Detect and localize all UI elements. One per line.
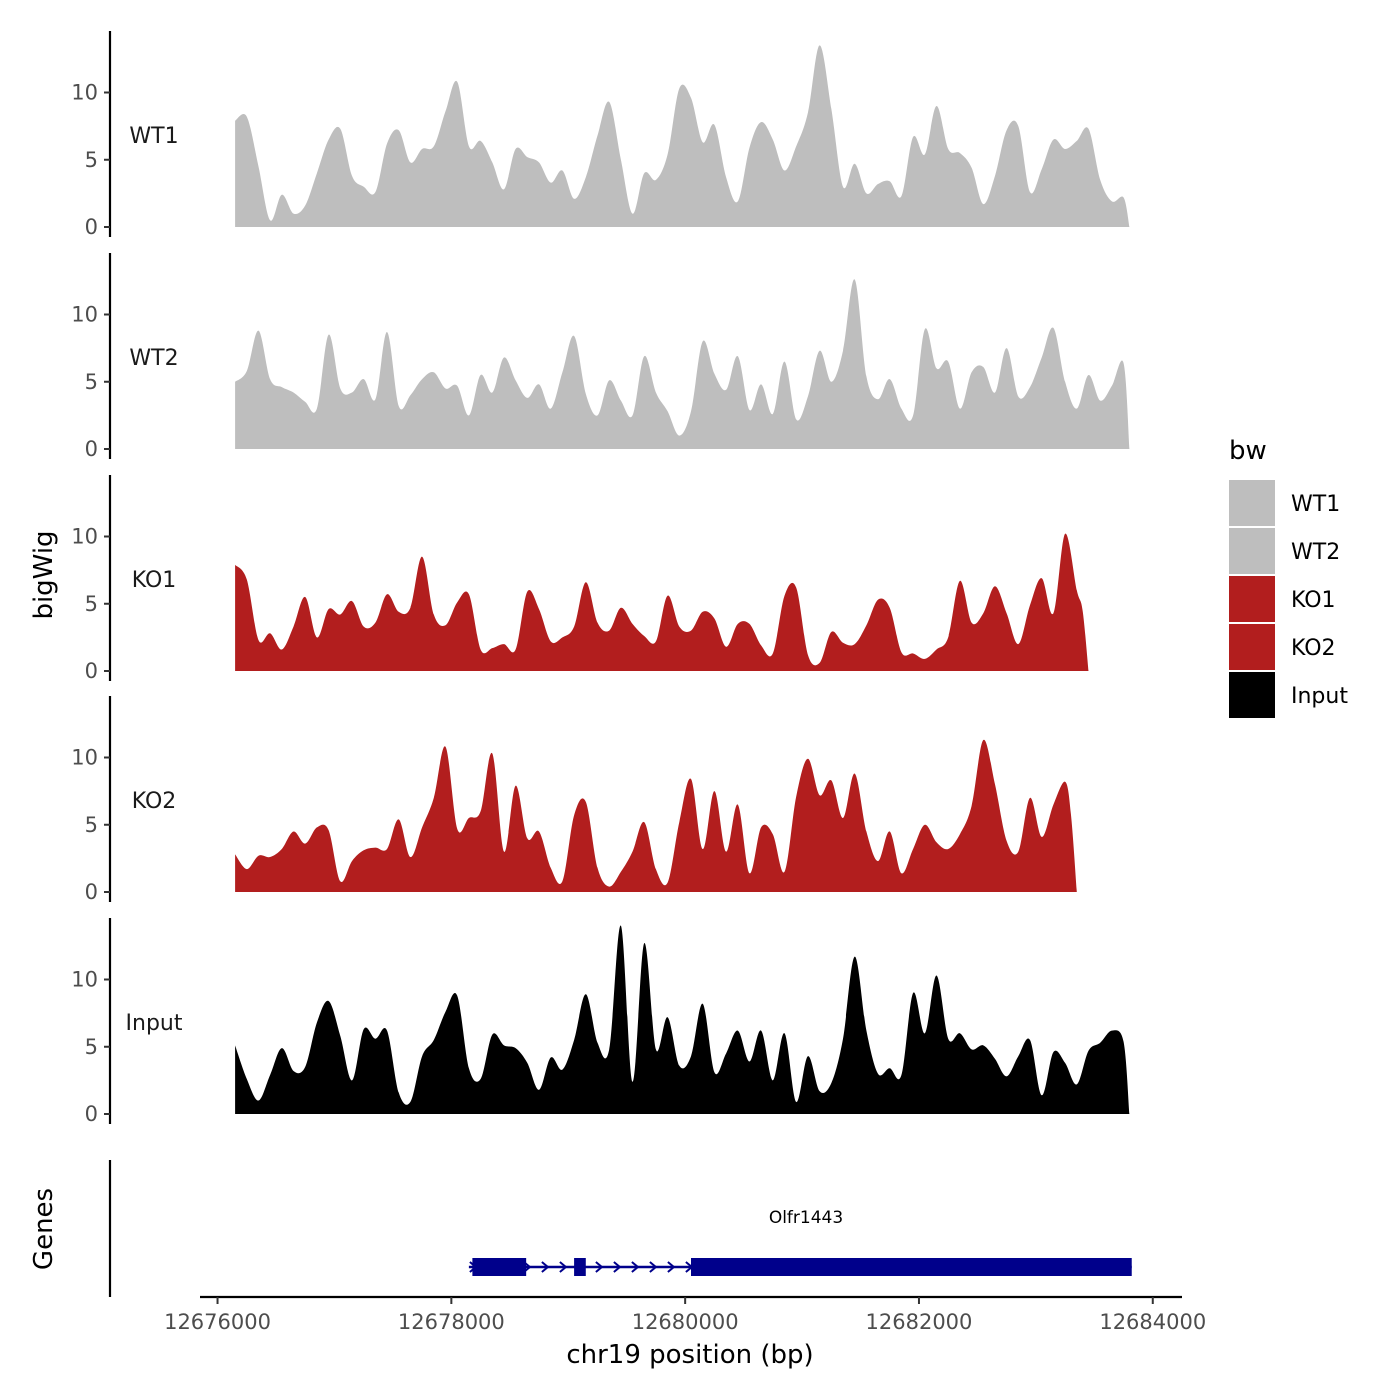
track-panel-ko1: 0 5 10 KO1 [71,475,1089,683]
track-label: Input [126,1011,183,1036]
strand-arrow [559,1261,568,1273]
coverage-area-ko1 [235,533,1089,671]
strand-arrow [631,1261,640,1273]
y-tick-label: 0 [85,1102,98,1126]
legend-swatch [1229,672,1275,718]
coverage-area-wt2 [235,279,1130,449]
x-axis: 12676000 12678000 12680000 12682000 12684000 [164,1295,1206,1334]
gene-exon [472,1258,527,1276]
y-tick-label: 5 [85,370,98,394]
gene-exon [574,1258,586,1276]
coverage-area-ko2 [235,739,1077,892]
y-tick-label: 0 [85,215,98,239]
y-tick-label: 10 [71,746,98,770]
track-panel-input: 0 5 10 Input [71,918,1130,1126]
legend-label: WT1 [1291,492,1340,517]
coverage-tracks: 0 5 10 WT1 0 5 10 WT2 0 5 10 KO1 0 5 10 KO2 0 5 10 Input [71,31,1130,1126]
track-panel-ko2: 0 5 10 KO2 [71,696,1077,904]
coverage-area-input [235,925,1130,1114]
y-tick-label: 10 [71,968,98,992]
strand-arrow [649,1261,658,1273]
legend-title: bw [1229,436,1267,466]
gene-exon [691,1258,1132,1276]
strand-arrow [595,1261,604,1273]
strand-arrow [667,1261,676,1273]
y-tick-label: 5 [85,148,98,172]
gene-track: Olfr1443 [108,1160,1132,1297]
x-axis-title: chr19 position (bp) [566,1340,813,1370]
track-label: WT1 [129,124,178,149]
y-tick-label: 5 [85,592,98,616]
y-tick-label: 5 [85,813,98,837]
track-label: KO2 [132,789,177,814]
legend-swatch [1229,480,1275,526]
y-tick-label: 5 [85,1035,98,1059]
x-tick-label: 12678000 [398,1310,505,1334]
legend-item-input: Input [1229,672,1348,718]
coverage-area-wt1 [235,45,1130,228]
legend-label: KO2 [1291,636,1336,661]
legend-label: Input [1291,684,1348,709]
legend-item-wt2: WT2 [1229,528,1340,574]
y-tick-label: 0 [85,880,98,904]
legend-label: KO1 [1291,588,1336,613]
x-tick-label: 12680000 [632,1310,739,1334]
legend-item-wt1: WT1 [1229,480,1340,526]
track-panel-wt2: 0 5 10 WT2 [71,253,1130,461]
y-axis-title: bigWig [29,530,59,619]
y-tick-label: 10 [71,81,98,105]
track-label: KO1 [132,568,177,593]
legend-label: WT2 [1291,540,1340,565]
legend-item-ko2: KO2 [1229,624,1336,670]
gene-model-olfr1443 [468,1258,1132,1276]
genes-axis-title: Genes [29,1188,59,1270]
track-panel-wt1: 0 5 10 WT1 [71,31,1130,239]
legend-swatch [1229,624,1275,670]
x-tick-label: 12682000 [866,1310,973,1334]
track-label: WT2 [129,346,178,371]
gene-label: Olfr1443 [769,1208,843,1228]
y-tick-label: 0 [85,437,98,461]
legend-swatch [1229,576,1275,622]
y-tick-label: 10 [71,525,98,549]
strand-arrow [541,1261,550,1273]
legend-item-ko1: KO1 [1229,576,1336,622]
strand-arrow [613,1261,622,1273]
x-tick-label: 12684000 [1099,1310,1206,1334]
legend-swatch [1229,528,1275,574]
y-tick-label: 0 [85,659,98,683]
legend: bw WT1 WT2 KO1 KO2 Input [1229,436,1348,718]
y-tick-label: 10 [71,303,98,327]
x-tick-label: 12676000 [164,1310,271,1334]
